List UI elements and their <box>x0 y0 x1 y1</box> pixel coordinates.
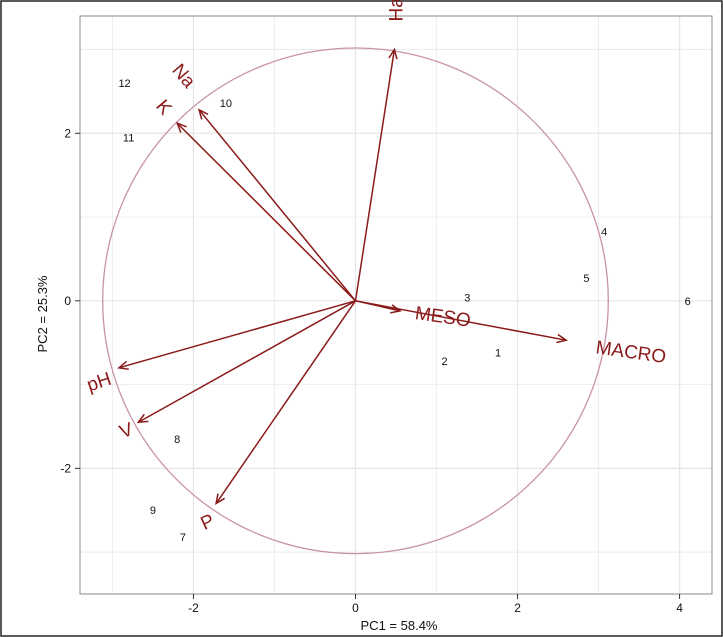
y-axis-label: PC2 = 25.3% <box>35 275 50 352</box>
x-tick-label: 2 <box>514 601 521 615</box>
grid-lines <box>80 16 712 594</box>
sample-point-9: 9 <box>150 505 156 517</box>
sample-point-11: 11 <box>123 132 134 144</box>
vector-arrowhead-ph <box>117 360 129 371</box>
x-tick-label: -2 <box>188 601 199 615</box>
vector-arrowhead-meso <box>390 304 402 314</box>
sample-point-4: 4 <box>601 226 607 238</box>
vector-arrowhead-na <box>197 108 209 120</box>
vector-line-ph <box>118 300 356 369</box>
vector-arrowhead-macro <box>556 333 568 344</box>
sample-point-5: 5 <box>583 273 589 285</box>
vector-line-ha <box>354 49 396 301</box>
y-tick-label: 2 <box>64 126 71 140</box>
vector-arrowhead-p <box>215 493 226 506</box>
sample-point-2: 2 <box>442 356 448 368</box>
vector-line-k <box>176 122 357 302</box>
x-tick-label: 0 <box>352 601 359 615</box>
y-tick-label: -2 <box>60 461 71 475</box>
sample-point-8: 8 <box>174 434 180 446</box>
sample-point-7: 7 <box>180 532 186 544</box>
correlation-circle <box>102 47 609 555</box>
sample-point-12: 12 <box>118 78 130 90</box>
x-axis-label: PC1 = 58.4% <box>361 618 438 633</box>
loading-vectors: HaNaKMESOMACROpHVP <box>84 0 667 535</box>
vector-line-p <box>215 300 357 504</box>
vector-label-ha: Ha <box>386 0 407 22</box>
sample-point-6: 6 <box>685 296 691 308</box>
vector-arrowhead-k <box>175 121 187 133</box>
vector-arrowhead-ha <box>388 47 398 60</box>
vector-arrowhead-v <box>136 413 149 424</box>
y-tick-label: 0 <box>64 294 71 308</box>
sample-point-1: 1 <box>495 348 501 360</box>
axis-ticks: -2 0 2 4 -2 0 2 <box>60 126 683 615</box>
plot-area <box>79 15 713 595</box>
vector-line-macro <box>355 300 567 341</box>
vector-line-na <box>198 109 357 302</box>
sample-point-3: 3 <box>464 292 470 304</box>
sample-point-10: 10 <box>220 98 232 110</box>
vector-line-v <box>137 300 356 423</box>
x-tick-label: 4 <box>676 601 683 615</box>
